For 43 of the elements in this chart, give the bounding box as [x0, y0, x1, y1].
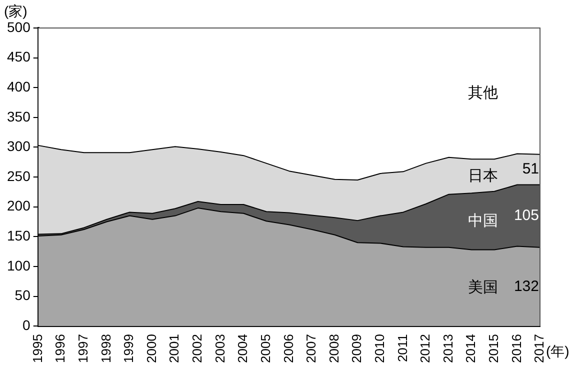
x-tick-label: 2004: [235, 334, 250, 363]
data-label: 132: [514, 278, 539, 295]
x-tick-label: 2015: [486, 334, 501, 363]
x-tick-label: 2005: [258, 334, 273, 363]
data-label: 51: [522, 160, 539, 178]
x-tick-label: 1998: [98, 334, 114, 363]
data-label: 105: [514, 207, 539, 224]
x-tick-label: 2014: [463, 334, 478, 363]
x-axis-title: (年): [546, 342, 570, 359]
y-tick-label: 0: [22, 316, 31, 333]
y-tick-label: 300: [7, 138, 31, 154]
x-tick-label: 2013: [440, 334, 456, 363]
x-tick-label: 2002: [190, 334, 205, 363]
y-axis-title: (家): [4, 2, 28, 19]
x-tick-label: 2003: [212, 334, 228, 363]
y-tick-label: 150: [7, 228, 31, 244]
x-tick-label: 2000: [144, 334, 159, 363]
y-tick-label: 450: [7, 48, 31, 65]
y-tick-label: 350: [7, 108, 31, 124]
x-tick-label: 2008: [326, 334, 342, 363]
series-label: 美国: [468, 279, 498, 296]
x-tick-label: 1995: [30, 334, 45, 363]
y-tick-label: 100: [7, 257, 31, 274]
x-tick-label: 2010: [372, 334, 387, 363]
x-tick-label: 2006: [280, 334, 296, 363]
y-tick-label: 500: [7, 18, 31, 35]
x-tick-label: 2016: [508, 334, 524, 363]
x-tick-label: 2017: [532, 334, 547, 363]
x-tick-label: 2011: [394, 334, 410, 362]
series-label: 日本: [468, 167, 498, 184]
x-tick-label: 2012: [418, 334, 433, 363]
series-label: 中国: [468, 212, 498, 230]
x-tick-label: 2007: [304, 334, 319, 363]
x-tick-label: 1997: [76, 334, 91, 363]
x-tick-label: 2001: [166, 334, 182, 363]
x-tick-label: 1999: [121, 334, 136, 363]
y-tick-label: 400: [7, 78, 31, 94]
x-tick-label: 2009: [349, 334, 364, 363]
y-tick-label: 250: [7, 168, 31, 184]
y-tick-label: 50: [14, 287, 31, 304]
series-label: 其他: [468, 84, 498, 102]
x-tick-label: 1996: [52, 334, 68, 363]
y-tick-label: 200: [7, 198, 31, 214]
